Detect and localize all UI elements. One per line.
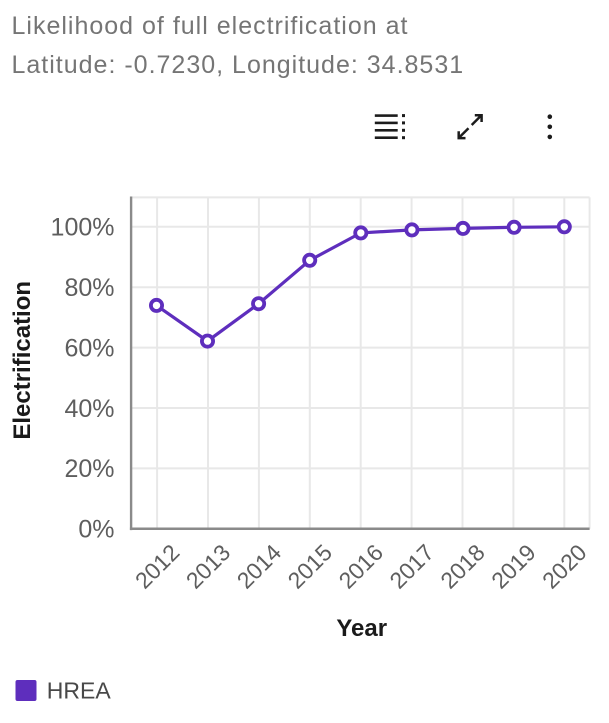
svg-text:40%: 40% bbox=[64, 395, 114, 423]
svg-text:Year: Year bbox=[336, 615, 387, 642]
svg-text:20%: 20% bbox=[64, 455, 114, 483]
svg-text:Electrification: Electrification bbox=[9, 281, 36, 440]
svg-text:Likelihood of full electrifica: Likelihood of full electrification at bbox=[12, 12, 409, 40]
svg-text:60%: 60% bbox=[64, 334, 114, 362]
svg-text:100%: 100% bbox=[51, 214, 115, 242]
svg-text:Latitude: -0.7230, Longitude:: Latitude: -0.7230, Longitude: 34.8531 bbox=[12, 51, 465, 79]
svg-text:HREA: HREA bbox=[47, 678, 112, 704]
svg-text:0%: 0% bbox=[78, 516, 114, 544]
svg-text:80%: 80% bbox=[64, 274, 114, 302]
